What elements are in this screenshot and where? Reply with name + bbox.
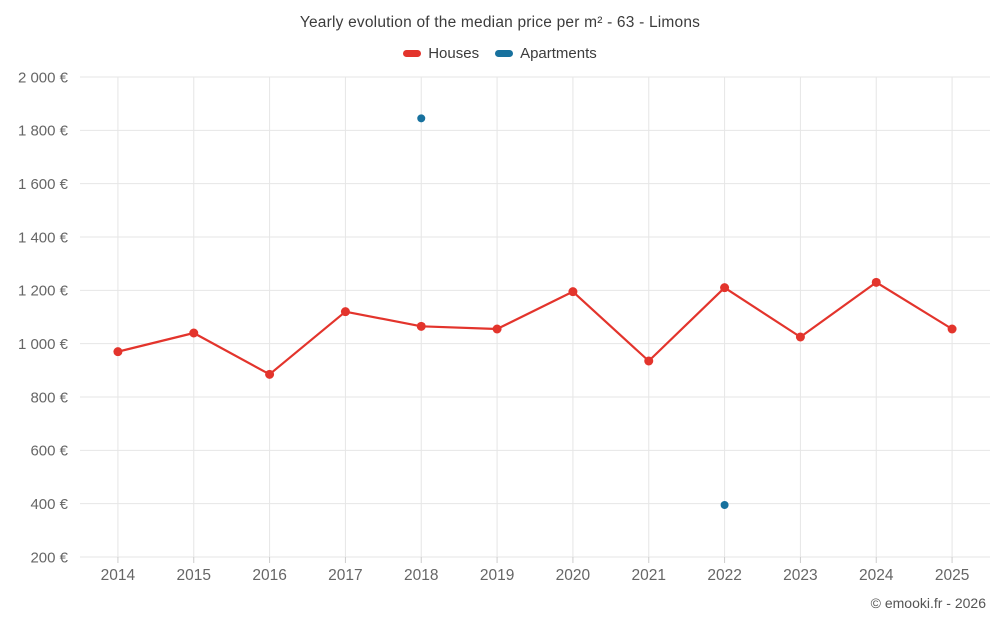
x-axis-tick-label: 2019 xyxy=(480,567,514,584)
houses-line xyxy=(116,281,954,376)
x-axis-tick-label: 2022 xyxy=(707,567,741,584)
houses-point[interactable] xyxy=(113,347,123,357)
houses-point[interactable] xyxy=(644,356,654,366)
y-axis-tick-label: 600 € xyxy=(30,443,68,460)
houses-point[interactable] xyxy=(189,328,199,338)
x-axis-tick-label: 2018 xyxy=(404,567,438,584)
apartments-legend-label: Apartments xyxy=(520,45,597,62)
y-axis-tick-label: 1 400 € xyxy=(18,229,69,246)
legend: Houses Apartments xyxy=(0,45,1000,62)
y-axis-tick-label: 800 € xyxy=(30,389,68,406)
x-axis-tick-label: 2024 xyxy=(859,567,894,584)
copyright-text: © emooki.fr - 2026 xyxy=(870,595,986,611)
y-axis-tick-label: 1 600 € xyxy=(18,176,69,193)
x-axis-tick-label: 2023 xyxy=(783,567,817,584)
legend-item-apartments[interactable]: Apartments xyxy=(495,45,597,62)
houses-point[interactable] xyxy=(871,277,881,287)
houses-point[interactable] xyxy=(795,332,805,342)
houses-point[interactable] xyxy=(947,324,957,334)
legend-item-houses[interactable]: Houses xyxy=(403,45,479,62)
houses-point[interactable] xyxy=(568,287,578,297)
houses-point[interactable] xyxy=(416,321,426,331)
y-axis-tick-label: 1 800 € xyxy=(18,123,69,140)
apartments-point[interactable] xyxy=(417,114,426,123)
houses-point[interactable] xyxy=(265,369,275,379)
houses-legend-swatch xyxy=(403,50,422,57)
apartments-legend-swatch xyxy=(495,50,514,57)
x-axis-tick-label: 2016 xyxy=(252,567,286,584)
y-axis-tick-label: 200 € xyxy=(30,549,68,566)
houses-point[interactable] xyxy=(492,324,502,334)
y-axis-tick-label: 1 200 € xyxy=(18,283,69,300)
y-axis-tick-label: 2 000 € xyxy=(18,69,69,86)
houses-point[interactable] xyxy=(340,307,350,317)
x-axis-tick-label: 2025 xyxy=(935,567,969,584)
x-axis-tick-label: 2017 xyxy=(328,567,362,584)
x-axis-tick-label: 2015 xyxy=(177,567,211,584)
y-axis-tick-label: 400 € xyxy=(30,496,68,513)
houses-point[interactable] xyxy=(720,283,730,293)
apartments-point[interactable] xyxy=(720,501,729,509)
x-axis-tick-label: 2021 xyxy=(632,567,666,584)
x-axis-tick-label: 2014 xyxy=(101,567,136,584)
houses-legend-label: Houses xyxy=(428,45,480,62)
x-axis-tick-label: 2020 xyxy=(556,567,591,584)
chart-title: Yearly evolution of the median price per… xyxy=(299,14,701,31)
y-axis-tick-label: 1 000 € xyxy=(18,336,69,353)
